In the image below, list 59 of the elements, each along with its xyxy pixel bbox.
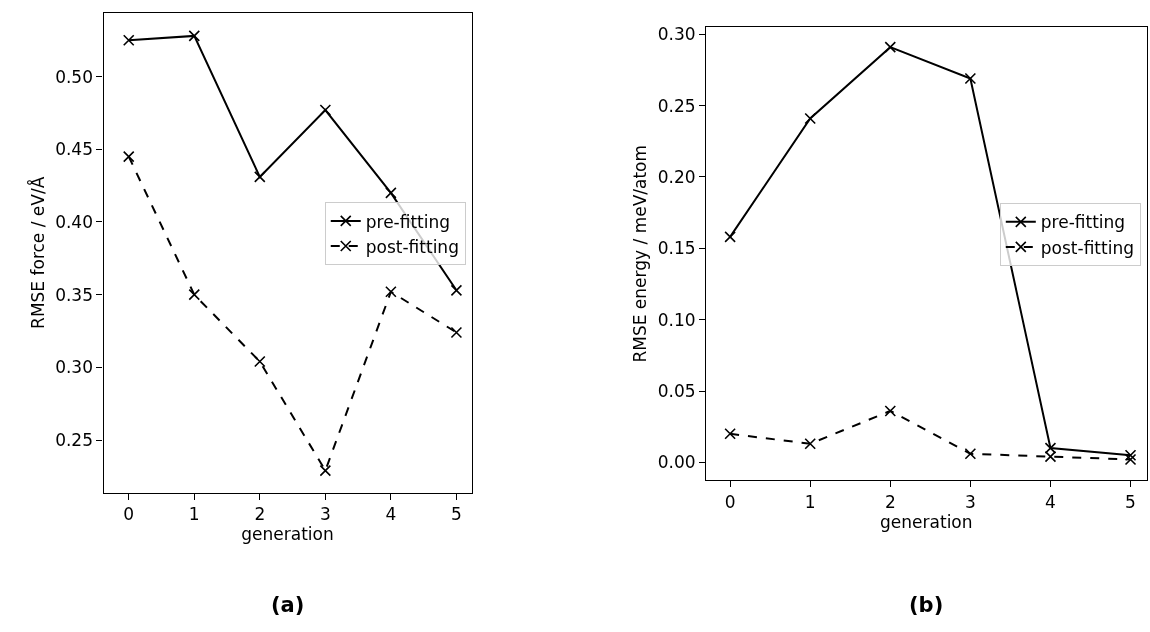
point xyxy=(1044,450,1057,463)
point xyxy=(804,112,817,125)
legend-label: post-fitting xyxy=(1040,237,1134,258)
x-tick-label: 0 xyxy=(724,491,736,512)
x-tick-label: 5 xyxy=(1125,491,1136,512)
point xyxy=(804,438,817,450)
y-axis-title: RMSE force / eV/Å xyxy=(26,176,48,329)
y-axis-title: RMSE energy / meV/atom xyxy=(630,144,651,363)
y-tick-label: 0.20 xyxy=(657,166,696,187)
x-tick-label: 1 xyxy=(804,491,816,512)
y-tick-label: 0.25 xyxy=(657,95,696,116)
y-tick-label: 0.30 xyxy=(55,357,93,378)
y-tick-label: 0.05 xyxy=(657,380,696,401)
x-tick-label: 4 xyxy=(385,504,397,525)
x-tick-label: 3 xyxy=(964,491,976,512)
x-tick-label: 1 xyxy=(188,504,200,525)
legend-label: pre-fitting xyxy=(365,211,451,232)
y-tick-label: 0.00 xyxy=(657,452,696,473)
y-tick-label: 0.40 xyxy=(55,211,93,232)
point xyxy=(188,30,201,42)
y-tick-label: 0.25 xyxy=(55,429,93,450)
point xyxy=(254,355,266,368)
point xyxy=(122,34,135,47)
x-axis-title: generation xyxy=(880,511,973,532)
point xyxy=(450,284,463,297)
point xyxy=(122,150,135,163)
point xyxy=(1124,453,1137,466)
point xyxy=(450,326,463,339)
y-tick-label: 0.15 xyxy=(657,238,696,259)
x-tick-label: 5 xyxy=(451,504,462,525)
point xyxy=(964,72,977,85)
y-tick-label: 0.45 xyxy=(55,139,93,160)
y-tick-label: 0.35 xyxy=(55,284,93,305)
point xyxy=(319,104,332,116)
point xyxy=(188,288,201,301)
y-tick-label: 0.10 xyxy=(657,309,696,330)
y-tick-label: 0.30 xyxy=(657,24,696,45)
legend-label: post-fitting xyxy=(365,236,459,257)
x-tick-label: 0 xyxy=(123,504,135,525)
point xyxy=(254,171,266,183)
legend-label: pre-fitting xyxy=(1040,212,1126,233)
point xyxy=(385,285,397,298)
point xyxy=(964,447,977,460)
point xyxy=(1124,449,1137,462)
x-tick-label: 2 xyxy=(254,504,266,525)
x-tick-label: 4 xyxy=(1045,491,1056,512)
text: (b) xyxy=(909,593,944,617)
y-tick-label: 0.50 xyxy=(55,66,93,87)
point xyxy=(724,231,736,243)
point xyxy=(724,428,736,440)
point xyxy=(1044,442,1057,454)
point xyxy=(884,405,897,417)
x-tick-label: 3 xyxy=(319,504,331,525)
text: (a) xyxy=(271,593,305,617)
point xyxy=(884,41,897,53)
point xyxy=(319,464,332,477)
x-tick-label: 2 xyxy=(884,491,896,512)
point xyxy=(385,187,397,199)
x-axis-title: generation xyxy=(241,524,334,545)
